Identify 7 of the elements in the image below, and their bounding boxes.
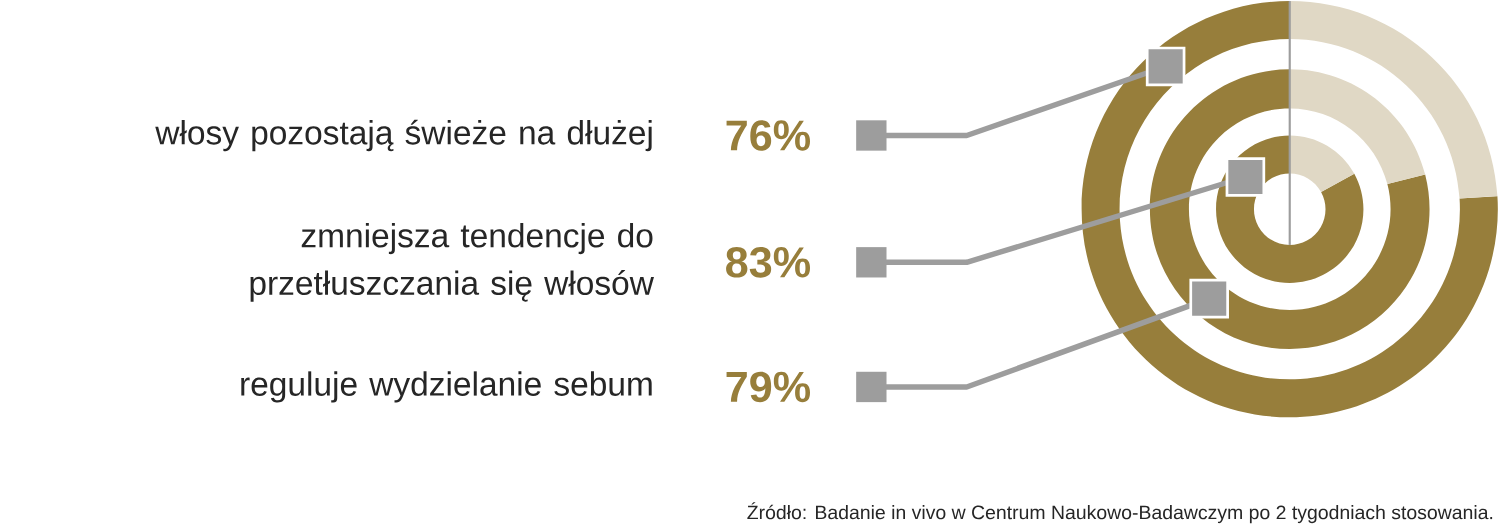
data-label: 76% [726, 120, 810, 151]
text: Źródło: Badanie in vivo w Centrum Naukowo-Badawczym po 2 tygodniach stosowania. [747, 502, 1493, 524]
category-label: zmniejsza tendencje do przetłuszczania się włosów [250, 223, 654, 302]
data-label: 79% [726, 371, 810, 403]
category-label: włosy pozostają świeże na dłużej [155, 119, 652, 152]
category-label: reguluje wydzielanie sebum [241, 371, 652, 403]
data-label: 83% [726, 247, 810, 278]
